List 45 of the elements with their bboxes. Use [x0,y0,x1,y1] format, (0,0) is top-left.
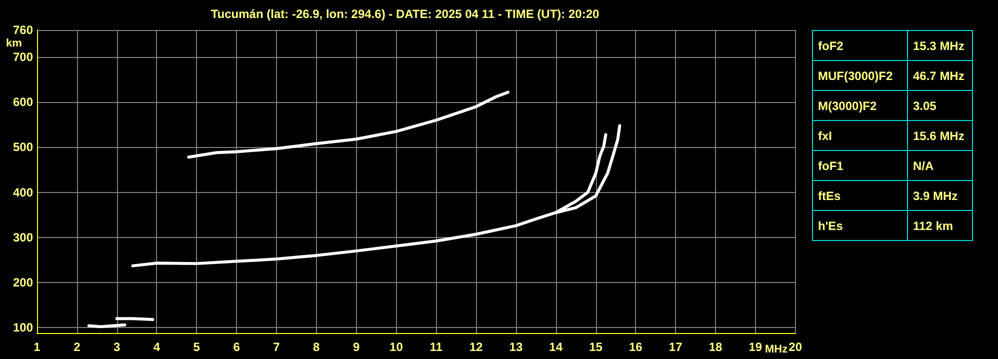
x-tick-label: 12 [469,340,484,354]
y-axis-title: km [6,38,22,50]
x-tick-label: 17 [668,340,683,354]
y-tick-label: 700 [12,50,34,64]
text: 15.3 MHz [908,30,972,60]
x-tick-label: 15 [589,340,603,354]
x-tick-label: 1 [34,340,41,354]
text: 112 km [908,210,972,240]
x-tick-label: 19 [748,340,762,354]
x-tick-label: 14 [549,340,563,354]
x-tick-label: 9 [352,340,360,354]
x-tick-label: 5 [193,340,200,354]
x-tick-label: 8 [313,340,320,354]
x-tick-label: 16 [629,340,643,354]
x-tick-label: 10 [390,340,404,354]
text: 3.05 [908,90,972,120]
y-tick-label: 300 [12,230,34,244]
chart-title: Tucumán (lat: -26.9, lon: 294.6) - DATE: 2025 04 11 - TIME (UT): 20:20 [210,7,600,21]
x-tick-label: 2 [74,340,81,354]
y-tick-label: 200 [12,276,34,290]
x-axis-title: MHz [765,344,788,356]
x-tick-label: 13 [509,340,523,354]
text: 3.9 MHz [908,180,972,210]
text: MUF(3000)F2 [812,60,908,90]
text: h'Es [812,210,908,240]
x-tick-label: 3 [113,340,120,354]
x-tick-label: 6 [233,340,240,354]
text: M(3000)F2 [812,90,908,120]
text: fxI [812,120,908,150]
x-tick-label: 18 [708,340,722,354]
text: ftEs [812,180,908,210]
x-tick-label: 4 [153,340,160,354]
text: 46.7 MHz [908,60,972,90]
text: foF2 [812,30,908,60]
text: N/A [908,150,972,180]
x-tick-label: 20 [788,340,802,354]
y-tick-label: 760 [12,23,34,37]
text: foF1 [812,150,908,180]
text: 15.6 MHz [908,120,972,150]
y-tick-label: 100 [12,320,34,335]
x-tick-label: 7 [273,340,280,354]
y-tick-label: 600 [12,95,34,110]
y-tick-label: 400 [12,185,34,200]
y-tick-label: 500 [12,140,34,154]
x-tick-label: 11 [430,340,443,354]
